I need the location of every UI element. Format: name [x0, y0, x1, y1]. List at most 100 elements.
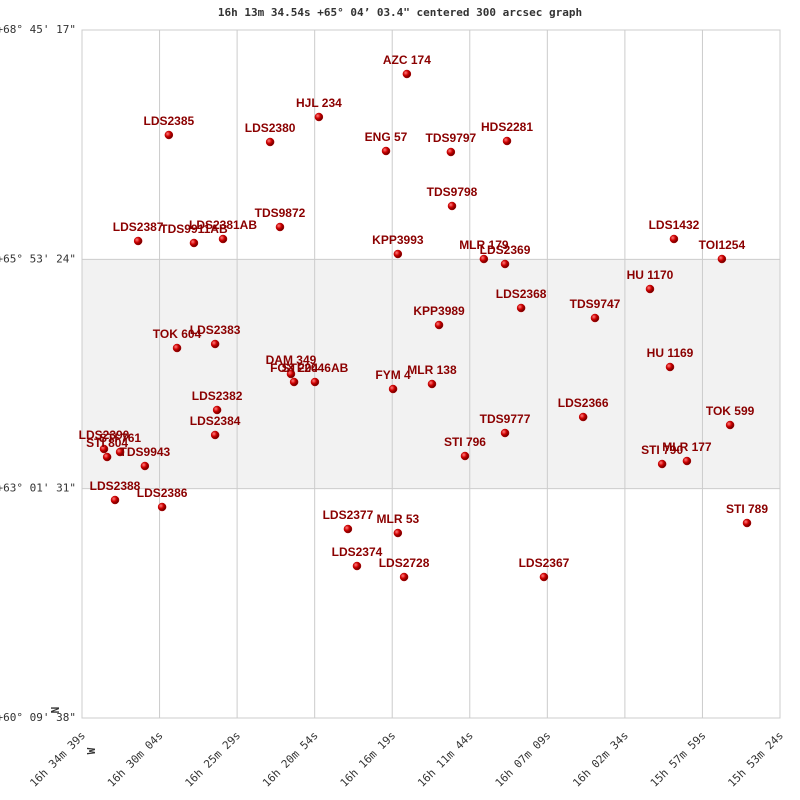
star-point	[157, 502, 167, 512]
star-label: TDS9747	[570, 297, 621, 311]
star-label: KPP3993	[372, 233, 424, 247]
star-label: LDS2385	[144, 114, 195, 128]
star-point	[500, 428, 510, 438]
x-tick-label: 15h 53m 24s	[725, 729, 786, 790]
star-label: LDS2382	[192, 389, 243, 403]
star-point	[314, 112, 324, 122]
star-point	[657, 459, 667, 469]
x-tick-label: 16h 16m 19s	[338, 729, 399, 790]
star-label: TDS9943	[120, 445, 171, 459]
star-point	[393, 528, 403, 538]
x-tick-label: 16h 11m 44s	[415, 729, 476, 790]
star-label: LDS2390	[79, 428, 130, 442]
star-point	[446, 147, 456, 157]
star-label: TOK 604	[153, 327, 202, 341]
star-point	[275, 222, 285, 232]
star-label: HU 1170	[627, 268, 674, 282]
star-point	[516, 303, 526, 313]
star-point	[265, 137, 275, 147]
chart-title: 16h 13m 34.54s +65° 04’ 03.4" centered 3…	[218, 6, 582, 19]
star-label: MLR 179	[459, 238, 509, 252]
star-point	[210, 430, 220, 440]
star-label: LDS2728	[379, 556, 430, 570]
star-label: KPP3989	[413, 304, 465, 318]
x-tick-label: 16h 07m 09s	[493, 729, 554, 790]
star-point	[402, 69, 412, 79]
star-point	[460, 451, 470, 461]
x-tick-label: 16h 25m 29s	[183, 729, 244, 790]
star-label: MLR 138	[407, 363, 457, 377]
star-label: TDS9777	[480, 412, 531, 426]
star-point	[189, 238, 199, 248]
star-label: FYM 4	[375, 368, 411, 382]
star-point	[669, 234, 679, 244]
star-label: STI 804	[86, 436, 128, 450]
star-point	[717, 254, 727, 264]
star-point	[645, 284, 655, 294]
star-point	[289, 377, 299, 387]
star-label: LDS2377	[323, 508, 374, 522]
star-point	[427, 379, 437, 389]
star-point	[352, 561, 362, 571]
star-label: LDS2381AB	[189, 218, 257, 232]
star-point	[102, 452, 112, 462]
star-point	[310, 377, 320, 387]
star-label: FOX 204	[270, 361, 318, 375]
star-point	[133, 236, 143, 246]
star-point	[539, 572, 549, 582]
star-label: LDS2387	[113, 220, 164, 234]
star-label: LDS2388	[90, 479, 141, 493]
star-point	[140, 461, 150, 471]
marks: AZC 174 HJL 234 LDS2385 LDS2380 ENG 57 TDS979…	[79, 53, 768, 582]
star-label: TDS9911AB	[160, 222, 228, 236]
y-tick-label: +60° 09' 38"	[0, 711, 76, 724]
star-label: DAM 349	[266, 353, 317, 367]
x-tick-label: 16h 02m 34s	[570, 729, 631, 790]
y-tick-label: +65° 53' 24"	[0, 252, 76, 265]
star-label: LDS2384	[190, 414, 241, 428]
x-tick-label: 16h 30m 04s	[105, 729, 166, 790]
star-label: MLR 177	[662, 440, 712, 454]
star-label: STI 761	[99, 431, 141, 445]
y-tick-label: +68° 45' 17"	[0, 23, 76, 36]
star-point	[99, 444, 109, 454]
star-label: MLR 53	[377, 512, 420, 526]
star-label: TDS9798	[427, 185, 478, 199]
star-label: HU 1169	[647, 346, 694, 360]
star-label: STI 790	[641, 443, 683, 457]
star-label: STF2046AB	[282, 361, 349, 375]
star-point	[479, 254, 489, 264]
star-point	[682, 456, 692, 466]
star-point	[388, 384, 398, 394]
star-point	[218, 234, 228, 244]
star-point	[447, 201, 457, 211]
star-label: HDS2281	[481, 120, 533, 134]
star-label: TOI1254	[699, 238, 746, 252]
star-label: LDS2369	[480, 243, 531, 257]
star-label: STI 796	[444, 435, 486, 449]
star-label: LDS2366	[558, 396, 609, 410]
star-point	[665, 362, 675, 372]
star-point	[212, 405, 222, 415]
x-tick-label: 16h 34m 39s	[27, 729, 88, 790]
west-label: W	[85, 747, 98, 754]
star-point	[502, 136, 512, 146]
star-point	[500, 259, 510, 269]
band	[82, 259, 780, 489]
star-point	[164, 130, 174, 140]
star-point	[343, 524, 353, 534]
star-point	[115, 447, 125, 457]
star-label: LDS2380	[245, 121, 296, 135]
star-label: TOK 599	[706, 404, 755, 418]
star-point	[578, 412, 588, 422]
star-label: TDS9872	[255, 206, 306, 220]
star-point	[399, 572, 409, 582]
star-point	[590, 313, 600, 323]
star-point	[742, 518, 752, 528]
star-point	[286, 369, 296, 379]
star-label: LDS2374	[332, 545, 383, 559]
star-label: HJL 234	[296, 96, 342, 110]
star-point	[393, 249, 403, 259]
star-label: LDS1432	[649, 218, 700, 232]
